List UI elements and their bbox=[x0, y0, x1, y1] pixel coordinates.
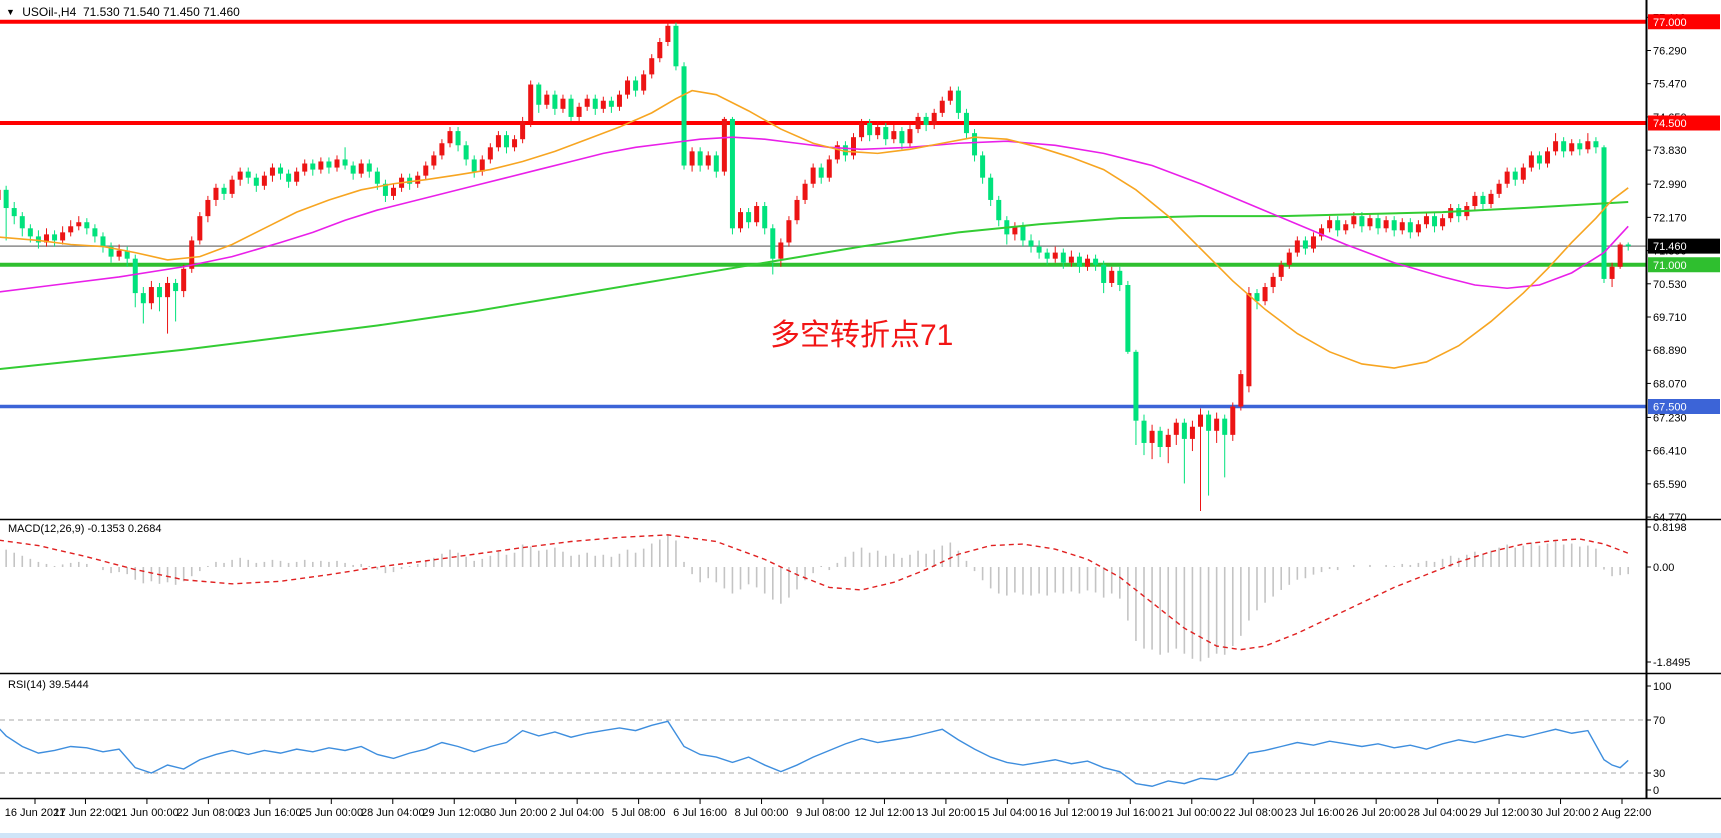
svg-text:0: 0 bbox=[1653, 785, 1659, 797]
svg-text:26 Jul 20:00: 26 Jul 20:00 bbox=[1346, 807, 1406, 819]
svg-text:70.530: 70.530 bbox=[1653, 279, 1687, 291]
svg-text:72.990: 72.990 bbox=[1653, 179, 1687, 191]
rsi-name: RSI(14) bbox=[8, 679, 46, 691]
svg-text:28 Jul 04:00: 28 Jul 04:00 bbox=[1408, 807, 1468, 819]
svg-text:75.470: 75.470 bbox=[1653, 79, 1687, 91]
quote-high: 71.540 bbox=[123, 5, 160, 19]
svg-text:0.8198: 0.8198 bbox=[1653, 522, 1687, 534]
svg-text:65.590: 65.590 bbox=[1653, 479, 1687, 491]
macd-label: MACD(12,26,9) -0.1353 0.2684 bbox=[8, 523, 162, 535]
svg-text:25 Jun 00:00: 25 Jun 00:00 bbox=[299, 807, 363, 819]
svg-text:71.460: 71.460 bbox=[1653, 241, 1687, 253]
rsi-panel[interactable]: 100 70 30 0 bbox=[0, 681, 1671, 797]
svg-text:21 Jun 00:00: 21 Jun 00:00 bbox=[115, 807, 179, 819]
svg-text:67.500: 67.500 bbox=[1653, 402, 1687, 414]
svg-text:21 Jul 00:00: 21 Jul 00:00 bbox=[1162, 807, 1222, 819]
svg-text:16 Jul 12:00: 16 Jul 12:00 bbox=[1039, 807, 1099, 819]
symbol-period-label: USOil-,H4 bbox=[22, 5, 77, 19]
svg-text:6 Jul 16:00: 6 Jul 16:00 bbox=[673, 807, 727, 819]
svg-text:100: 100 bbox=[1653, 681, 1671, 693]
svg-text:71.000: 71.000 bbox=[1653, 260, 1687, 272]
svg-text:9 Jul 08:00: 9 Jul 08:00 bbox=[796, 807, 850, 819]
svg-text:67.230: 67.230 bbox=[1653, 412, 1687, 424]
svg-text:19 Jul 16:00: 19 Jul 16:00 bbox=[1100, 807, 1160, 819]
svg-text:15 Jul 04:00: 15 Jul 04:00 bbox=[977, 807, 1037, 819]
svg-text:17 Jun 22:00: 17 Jun 22:00 bbox=[54, 807, 118, 819]
svg-text:2 Aug 22:00: 2 Aug 22:00 bbox=[1593, 807, 1652, 819]
svg-text:30 Jul 20:00: 30 Jul 20:00 bbox=[1531, 807, 1591, 819]
svg-text:0.00: 0.00 bbox=[1653, 562, 1674, 574]
macd-value-signal: 0.2684 bbox=[127, 523, 162, 535]
svg-text:30 Jun 20:00: 30 Jun 20:00 bbox=[484, 807, 548, 819]
svg-text:23 Jul 16:00: 23 Jul 16:00 bbox=[1285, 807, 1345, 819]
svg-text:13 Jul 20:00: 13 Jul 20:00 bbox=[916, 807, 976, 819]
quote-open: 71.530 bbox=[82, 5, 120, 19]
svg-text:69.710: 69.710 bbox=[1653, 312, 1687, 324]
svg-text:68.890: 68.890 bbox=[1653, 345, 1687, 357]
rsi-value: 39.5444 bbox=[48, 679, 89, 691]
svg-text:72.170: 72.170 bbox=[1653, 212, 1687, 224]
svg-text:22 Jun 08:00: 22 Jun 08:00 bbox=[177, 807, 241, 819]
svg-text:77.000: 77.000 bbox=[1653, 17, 1687, 29]
rsi-label: RSI(14) 39.5444 bbox=[8, 679, 89, 691]
svg-text:73.830: 73.830 bbox=[1653, 145, 1687, 157]
dropdown-arrow-icon[interactable]: ▼ bbox=[6, 7, 15, 17]
svg-text:5 Jul 08:00: 5 Jul 08:00 bbox=[612, 807, 666, 819]
svg-text:64.770: 64.770 bbox=[1653, 512, 1687, 524]
quote-close: 71.460 bbox=[203, 5, 240, 19]
svg-text:23 Jun 16:00: 23 Jun 16:00 bbox=[238, 807, 302, 819]
macd-value-main: -0.1353 bbox=[87, 523, 125, 535]
main-chart-panel[interactable] bbox=[0, 19, 1646, 511]
quote-low: 71.450 bbox=[163, 5, 200, 19]
chart-annotation-text: 多空转折点71 bbox=[770, 319, 954, 352]
symbol-header: ▼ USOil-,H4 71.530 71.540 71.450 71.460 bbox=[6, 5, 240, 19]
svg-text:70: 70 bbox=[1653, 715, 1665, 727]
svg-text:2 Jul 04:00: 2 Jul 04:00 bbox=[550, 807, 604, 819]
svg-text:12 Jul 12:00: 12 Jul 12:00 bbox=[854, 807, 914, 819]
macd-panel[interactable]: 0.8198 0.00 -1.8495 bbox=[0, 522, 1690, 669]
svg-text:16 Jun 2021: 16 Jun 2021 bbox=[5, 807, 66, 819]
svg-text:22 Jul 08:00: 22 Jul 08:00 bbox=[1223, 807, 1283, 819]
svg-text:74.500: 74.500 bbox=[1653, 118, 1687, 130]
svg-text:28 Jun 04:00: 28 Jun 04:00 bbox=[361, 807, 425, 819]
svg-text:68.070: 68.070 bbox=[1653, 378, 1687, 390]
svg-text:76.290: 76.290 bbox=[1653, 46, 1687, 58]
svg-text:29 Jun 12:00: 29 Jun 12:00 bbox=[422, 807, 486, 819]
price-axis[interactable]: 77.11076.29075.47074.65073.83072.99072.1… bbox=[1645, 0, 1720, 798]
svg-text:66.410: 66.410 bbox=[1653, 446, 1687, 458]
svg-text:-1.8495: -1.8495 bbox=[1653, 657, 1690, 669]
svg-text:30: 30 bbox=[1653, 768, 1665, 780]
window-bottom-strip bbox=[0, 833, 1721, 838]
macd-name: MACD(12,26,9) bbox=[8, 523, 85, 535]
svg-text:29 Jul 12:00: 29 Jul 12:00 bbox=[1469, 807, 1529, 819]
svg-text:8 Jul 00:00: 8 Jul 00:00 bbox=[735, 807, 789, 819]
